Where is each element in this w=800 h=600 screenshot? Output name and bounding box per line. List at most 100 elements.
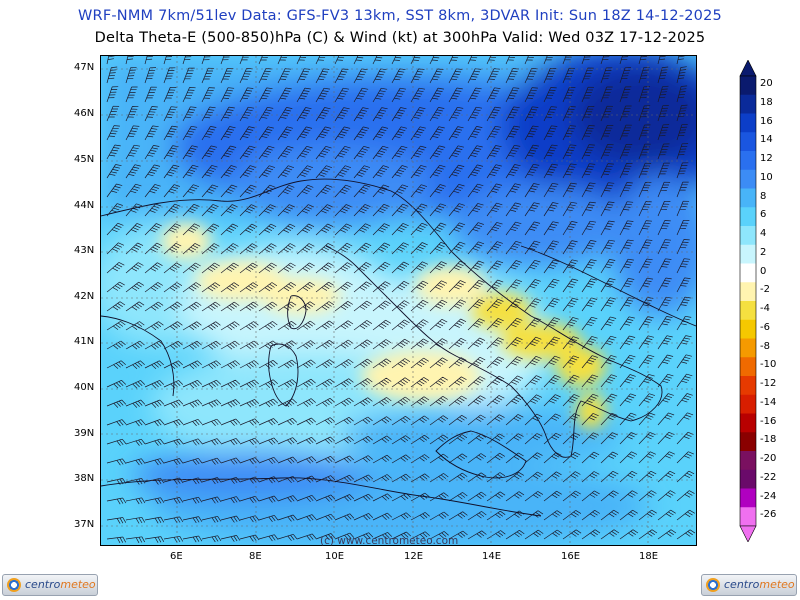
- wind-barb: [353, 455, 373, 464]
- wind-barb: [106, 497, 127, 505]
- colorbar-level-label: 2: [760, 246, 767, 258]
- wind-barb: [657, 200, 671, 217]
- wind-barb: [429, 68, 444, 84]
- wind-barb: [220, 204, 238, 217]
- wind-barb: [258, 184, 276, 198]
- wind-barb: [163, 380, 184, 389]
- wind-barb: [486, 56, 497, 65]
- wind-barb: [220, 438, 241, 446]
- wind-barb: [201, 379, 222, 389]
- wind-barb: [581, 56, 591, 65]
- wind-barb: [486, 279, 504, 293]
- wind-barb: [258, 204, 276, 217]
- colorbar-level-label: 18: [760, 96, 773, 108]
- wind-barb: [372, 416, 392, 426]
- wind-barb: [182, 301, 202, 312]
- wind-barb: [486, 164, 502, 179]
- wind-barb: [657, 143, 670, 160]
- wind-barb: [562, 394, 580, 407]
- wind-barb: [182, 67, 195, 84]
- wind-barb: [296, 359, 316, 369]
- wind-barb: [486, 375, 505, 388]
- wind-barb: [619, 86, 632, 103]
- wind-barb: [676, 296, 691, 312]
- wind-barb: [182, 106, 197, 122]
- wind-barb: [125, 497, 146, 505]
- wind-barb: [239, 418, 260, 426]
- wind-barb: [619, 490, 638, 502]
- wind-barb: [448, 376, 467, 388]
- wind-barb: [524, 336, 542, 350]
- wind-barb: [391, 531, 412, 540]
- wind-barb: [619, 509, 638, 521]
- wind-barb: [581, 259, 597, 274]
- wind-barb: [524, 106, 539, 122]
- wind-barb: [163, 399, 184, 408]
- wind-barb: [296, 145, 313, 160]
- wind-barb: [600, 470, 619, 483]
- colorbar-level-label: -6: [760, 321, 770, 333]
- centrometeo-logo-right: centrometeo: [701, 574, 797, 596]
- wind-barb: [144, 536, 165, 543]
- wind-barb: [334, 281, 353, 293]
- wind-barb: [353, 56, 364, 65]
- wind-barb: [258, 301, 278, 312]
- wind-barb: [676, 85, 688, 103]
- wind-barb: [182, 184, 200, 198]
- wind-barb: [334, 126, 351, 141]
- wind-barb: [182, 145, 198, 160]
- wind-barb: [619, 374, 636, 388]
- wind-barb: [315, 359, 335, 369]
- wind-barb: [486, 222, 503, 236]
- colorbar: [739, 60, 757, 542]
- wind-barb: [543, 163, 558, 179]
- wind-barb: [429, 357, 448, 369]
- map-canvas: [101, 56, 696, 545]
- wind-barb: [524, 259, 541, 274]
- wind-barb: [353, 378, 373, 388]
- colorbar-level-label: -26: [760, 509, 777, 521]
- wind-barb: [619, 105, 632, 122]
- wind-barb: [239, 495, 260, 504]
- colorbar-bottom-arrow: [739, 525, 757, 542]
- wind-barb: [391, 358, 411, 369]
- colorbar-level-label: 12: [760, 153, 773, 164]
- lat-label: 46N: [74, 108, 95, 119]
- wind-barb: [201, 321, 221, 331]
- wind-barb: [562, 510, 582, 521]
- wind-barb: [144, 56, 153, 65]
- wind-barb: [486, 202, 503, 217]
- wind-barb: [334, 320, 354, 331]
- wind-barb: [125, 242, 144, 255]
- wind-barb: [676, 354, 692, 369]
- colorbar-top-arrow: [739, 60, 757, 77]
- wind-barb: [581, 220, 597, 236]
- wind-barb: [372, 532, 393, 540]
- wind-barb: [239, 534, 260, 542]
- wind-barb: [258, 223, 277, 236]
- wind-barb: [125, 281, 144, 293]
- wind-barb: [448, 530, 468, 540]
- wind-barb: [296, 107, 312, 122]
- wind-barb: [524, 144, 539, 160]
- wind-barb: [543, 182, 559, 198]
- wind-barb: [201, 418, 222, 426]
- wind-barb: [106, 125, 120, 141]
- wind-barb: [315, 145, 332, 160]
- wind-barb: [562, 413, 580, 426]
- wind-barb: [296, 320, 316, 331]
- wind-barb: [429, 241, 447, 255]
- wind-barb: [676, 162, 689, 179]
- colorbar-level-label: -14: [760, 396, 777, 408]
- wind-barb: [277, 417, 298, 426]
- wind-barb: [448, 203, 465, 217]
- wind-barb: [258, 243, 277, 255]
- wind-barb: [144, 164, 161, 179]
- wind-barb: [220, 67, 234, 84]
- wind-barb: [676, 412, 694, 426]
- lon-label: 6E: [170, 551, 183, 562]
- wind-barb: [106, 458, 127, 466]
- wind-barb: [486, 433, 505, 445]
- wind-barb: [125, 144, 141, 160]
- wind-barb: [258, 398, 279, 408]
